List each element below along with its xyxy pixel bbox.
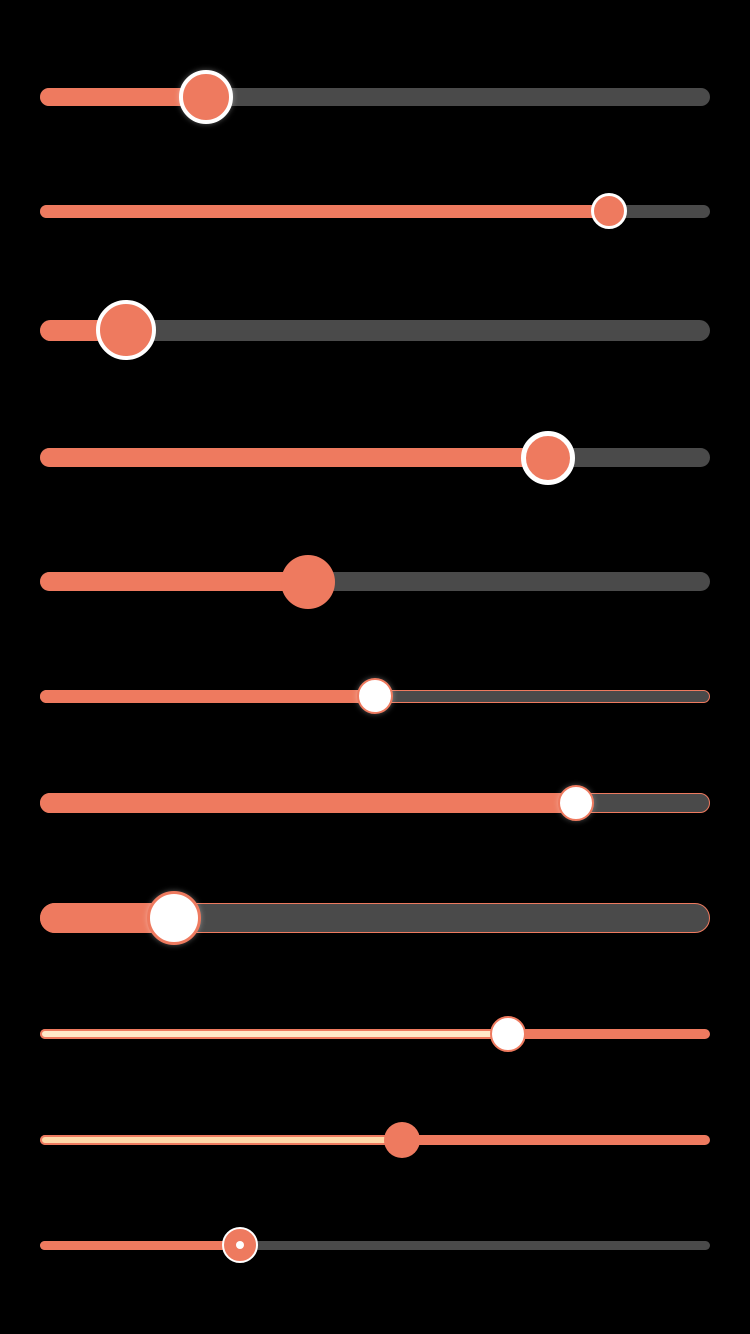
slider-8[interactable] <box>40 891 710 945</box>
slider-6[interactable] <box>40 678 710 714</box>
slider-6-fill <box>40 690 375 703</box>
slider-11-thumb[interactable] <box>222 1227 259 1263</box>
slider-10-fill <box>40 1135 402 1145</box>
slider-9-thumb[interactable] <box>490 1016 527 1052</box>
slider-4-thumb[interactable] <box>520 431 575 485</box>
slider-11-thumb-dot-icon <box>236 1241 245 1249</box>
slider-9[interactable] <box>40 1016 710 1052</box>
slider-3-track[interactable] <box>40 320 710 341</box>
slider-1-thumb[interactable] <box>179 70 234 124</box>
slider-5[interactable] <box>40 555 710 609</box>
slider-1-fill <box>40 88 207 106</box>
slider-5-fill <box>40 572 308 591</box>
slider-7[interactable] <box>40 785 710 821</box>
slider-2-fill <box>40 205 609 218</box>
slider-3-thumb[interactable] <box>95 300 156 360</box>
slider-7-fill <box>40 793 576 813</box>
slider-2[interactable] <box>40 193 710 229</box>
slider-9-fill <box>40 1029 509 1039</box>
slider-2-thumb[interactable] <box>590 193 627 229</box>
slider-5-thumb[interactable] <box>281 555 335 609</box>
slider-4[interactable] <box>40 431 710 485</box>
slider-11-track[interactable] <box>40 1241 710 1250</box>
slider-11-fill <box>40 1241 241 1250</box>
slider-1[interactable] <box>40 70 710 124</box>
slider-3[interactable] <box>40 300 710 360</box>
slider-6-thumb[interactable] <box>357 678 393 714</box>
slider-10[interactable] <box>40 1122 710 1158</box>
slider-11[interactable] <box>40 1227 710 1263</box>
slider-10-thumb[interactable] <box>383 1122 420 1158</box>
slider-4-fill <box>40 448 548 467</box>
slider-7-thumb[interactable] <box>558 785 594 821</box>
slider-8-thumb[interactable] <box>147 891 201 945</box>
